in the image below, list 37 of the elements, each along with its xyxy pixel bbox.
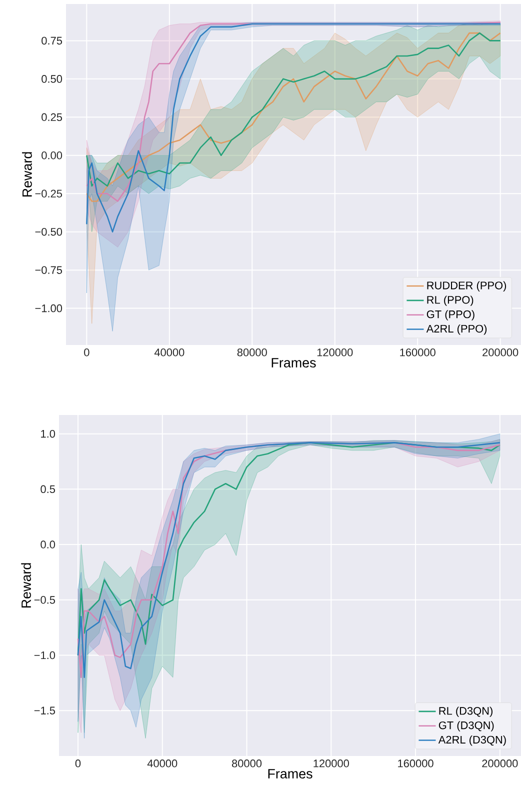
y-tick-label: 0.00: [42, 152, 62, 160]
y-tick-label: 0.5: [40, 485, 56, 494]
x-tick-label: 0: [84, 348, 90, 356]
x-tick-label: 160000: [400, 348, 436, 356]
x-tick-label: 0: [75, 760, 81, 768]
legend-label: GT (D3QN): [438, 721, 494, 732]
legend-label: A2RL (D3QN): [438, 736, 506, 746]
y-tick-label: 0.50: [42, 75, 62, 83]
legend-label: RL (PPO): [427, 296, 474, 306]
y-tick-label: 0.0: [40, 540, 56, 548]
legend-label: A2RL (PPO): [426, 324, 487, 335]
y-tick-label: −1.00: [35, 304, 62, 312]
x-axis-title: Frames: [272, 358, 316, 368]
x-tick-label: 80000: [237, 348, 267, 356]
x-tick-label: 40000: [147, 760, 178, 768]
legend-label: RL (D3QN): [439, 706, 492, 717]
x-tick-label: 160000: [398, 760, 434, 768]
y-axis-title: Reward: [21, 563, 31, 608]
y-tick-label: −1.0: [34, 651, 56, 660]
y-tick-label: −0.25: [35, 190, 62, 198]
x-tick-label: 120000: [317, 348, 353, 356]
legend-label: GT (PPO): [426, 310, 474, 320]
y-tick-label: −0.75: [35, 266, 62, 274]
y-tick-label: 0.75: [42, 36, 62, 45]
y-tick-label: −0.50: [35, 228, 62, 236]
x-tick-label: 200000: [482, 348, 518, 356]
x-axis-title: Frames: [268, 769, 312, 778]
legend-label: RUDDER (PPO): [427, 281, 506, 292]
y-tick-label: 0.25: [42, 113, 62, 122]
x-tick-label: 80000: [232, 760, 262, 768]
x-tick-label: 40000: [154, 348, 184, 356]
y-tick-label: 1.0: [41, 430, 56, 438]
y-axis-title: Reward: [22, 152, 32, 197]
x-tick-label: 120000: [314, 760, 349, 768]
x-tick-label: 200000: [482, 760, 518, 768]
y-tick-label: −1.5: [34, 706, 56, 714]
y-tick-label: −0.5: [34, 596, 56, 604]
